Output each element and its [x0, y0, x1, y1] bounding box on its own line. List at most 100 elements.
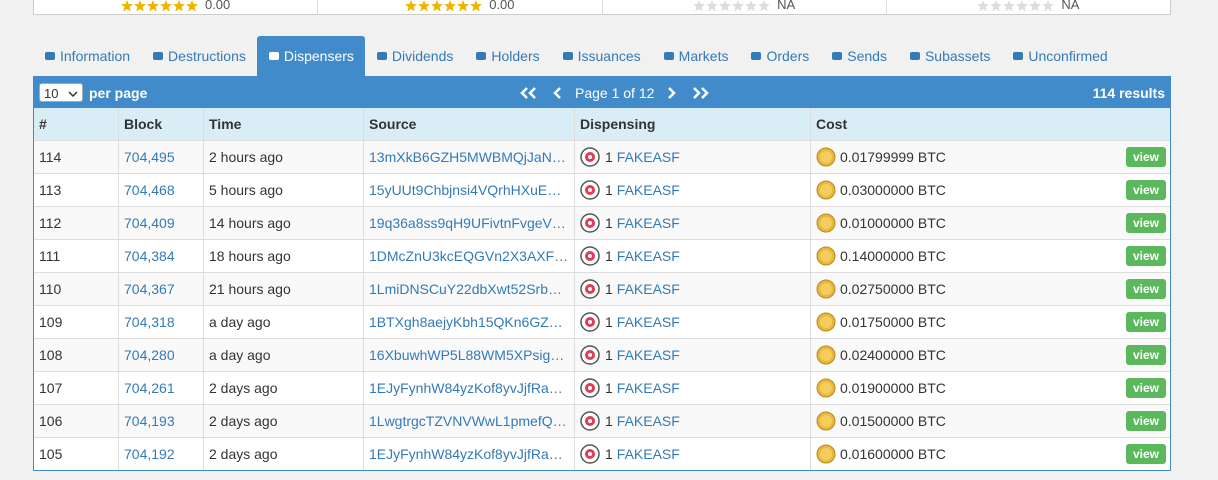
block-link[interactable]: 704,261	[124, 380, 175, 396]
asset-link[interactable]: FAKEASF	[616, 182, 680, 198]
view-button[interactable]: view	[1125, 279, 1166, 299]
view-button[interactable]: view	[1125, 411, 1166, 431]
block-link[interactable]: 704,280	[124, 347, 175, 363]
tab-label: Holders	[491, 48, 540, 64]
table-row: 112 704,409 14 hours ago 19q36a8ss9qH9UFivt…	[34, 206, 1170, 239]
asset-link[interactable]: FAKEASF	[616, 215, 680, 231]
block-link[interactable]: 704,468	[124, 182, 175, 198]
asset-link[interactable]: FAKEASF	[616, 347, 680, 363]
id-cell: 106	[39, 413, 63, 429]
tab[interactable]: Dispensers	[256, 36, 365, 76]
rating-score: NA	[1061, 0, 1080, 12]
source-link[interactable]: 15yUUt9Chbjnsi4VQrhHXuE…	[369, 182, 562, 198]
source-link[interactable]: 1EJyFynhW84yzKof8yvJjfRa…	[369, 380, 563, 396]
source-cell: 1EJyFynhW84yzKof8yvJjfRa…	[363, 438, 574, 470]
dispensing-cell: 1 FAKEASF	[574, 339, 810, 371]
cost: 0.02750000 BTC	[840, 281, 946, 297]
block-cell: 704,192	[118, 438, 203, 470]
view-button[interactable]: view	[1125, 444, 1166, 464]
block-link[interactable]: 704,318	[124, 314, 175, 330]
asset-link[interactable]: FAKEASF	[616, 149, 680, 165]
tab[interactable]: Markets	[652, 36, 740, 76]
tab-label: Dividends	[391, 48, 454, 64]
table-row: 105 704,192 2 days ago 1EJyFynhW84yzKof8yvJ…	[34, 437, 1170, 470]
prev-page[interactable]	[551, 86, 565, 100]
tab-icon	[376, 52, 387, 60]
last-page[interactable]	[688, 86, 710, 100]
view-button[interactable]: view	[1125, 378, 1166, 398]
tab-label: Information	[60, 48, 131, 64]
source-cell: 16XbuwhWP5L88WM5XPsig…	[363, 339, 574, 371]
tab-label: Destructions	[168, 48, 246, 64]
dispensing-cell: 1 FAKEASF	[574, 141, 810, 173]
block-cell: 704,384	[118, 240, 203, 272]
source-link[interactable]: 1LwgtrgcTZVNVWwL1pmefQ…	[369, 413, 567, 429]
source-link[interactable]: 1EJyFynhW84yzKof8yvJjfRa…	[369, 446, 563, 462]
source-link[interactable]: 1LmiDNSCuY22dbXwt52Srb…	[369, 281, 562, 297]
source-link[interactable]: 1BTXgh8aejyKbh15QKn6GZ…	[369, 314, 563, 330]
dispensers-panel: 10 per page Page 1 of 12 114 results # Bl…	[33, 76, 1171, 471]
source-link[interactable]: 13mXkB6GZH5MWBMQjJaN…	[369, 149, 566, 165]
tab-icon	[268, 52, 279, 60]
block-link[interactable]: 704,367	[124, 281, 175, 297]
block-link[interactable]: 704,192	[124, 446, 175, 462]
tab-label: Unconfirmed	[1028, 48, 1108, 64]
block-cell: 704,261	[118, 372, 203, 404]
table-row: 106 704,193 2 days ago 1LwgtrgcTZVNVWwL1pme…	[34, 404, 1170, 437]
tab-label: Orders	[766, 48, 810, 64]
asset-link[interactable]: FAKEASF	[616, 380, 680, 396]
view-button[interactable]: view	[1125, 246, 1166, 266]
asset-link[interactable]: FAKEASF	[616, 281, 680, 297]
block-cell: 704,468	[118, 174, 203, 206]
stars	[977, 0, 1055, 12]
block-link[interactable]: 704,409	[124, 215, 175, 231]
cost-cell: 0.14000000 BTC view	[810, 240, 1170, 272]
source-link[interactable]: 19q36a8ss9qH9UFivtnFvgeV…	[369, 215, 566, 231]
tab[interactable]: Subassets	[898, 36, 1001, 76]
dispensing-cell: 1 FAKEASF	[574, 240, 810, 272]
tab[interactable]: Orders	[739, 36, 820, 76]
quantity: 1	[605, 314, 613, 330]
tab[interactable]: Unconfirmed	[1001, 36, 1118, 76]
view-button[interactable]: view	[1125, 312, 1166, 332]
rating-strip: 0.00 0.00 NA NA	[33, 0, 1171, 15]
btc-icon	[816, 213, 836, 233]
cost: 0.01750000 BTC	[840, 314, 946, 330]
block-link[interactable]: 704,495	[124, 149, 175, 165]
tab-icon	[562, 52, 573, 60]
asset-link[interactable]: FAKEASF	[616, 413, 680, 429]
next-page[interactable]	[664, 86, 678, 100]
source-link[interactable]: 16XbuwhWP5L88WM5XPsig…	[369, 347, 565, 363]
view-button[interactable]: view	[1125, 213, 1166, 233]
tab-bar: Information Destructions Dispensers Dividen…	[33, 36, 1119, 76]
tab[interactable]: Dividends	[365, 36, 464, 76]
tab[interactable]: Information	[33, 36, 141, 76]
block-link[interactable]: 704,384	[124, 248, 175, 264]
tab[interactable]: Issuances	[551, 36, 652, 76]
source-cell: 1DMcZnU3kcEQGVn2X3AXF…	[363, 240, 574, 272]
cost: 0.01799999 BTC	[840, 149, 946, 165]
view-button[interactable]: view	[1125, 345, 1166, 365]
cost: 0.03000000 BTC	[840, 182, 946, 198]
source-link[interactable]: 1DMcZnU3kcEQGVn2X3AXF…	[369, 248, 569, 264]
per-page-select[interactable]: 10	[39, 83, 83, 102]
tab-label: Dispensers	[283, 48, 354, 64]
tab[interactable]: Holders	[464, 36, 550, 76]
view-button[interactable]: view	[1125, 147, 1166, 167]
quantity: 1	[605, 446, 613, 462]
tab[interactable]: Sends	[820, 36, 898, 76]
tab[interactable]: Destructions	[141, 36, 257, 76]
source-cell: 15yUUt9Chbjnsi4VQrhHXuE…	[363, 174, 574, 206]
asset-link[interactable]: FAKEASF	[616, 446, 680, 462]
btc-icon	[816, 147, 836, 167]
dispensing-cell: 1 FAKEASF	[574, 207, 810, 239]
cost-cell: 0.01900000 BTC view	[810, 372, 1170, 404]
asset-link[interactable]: FAKEASF	[616, 248, 680, 264]
asset-link[interactable]: FAKEASF	[616, 314, 680, 330]
block-link[interactable]: 704,193	[124, 413, 175, 429]
rating-cell: NA	[887, 0, 1170, 14]
view-button[interactable]: view	[1125, 180, 1166, 200]
btc-icon	[816, 378, 836, 398]
first-page[interactable]	[519, 86, 541, 100]
